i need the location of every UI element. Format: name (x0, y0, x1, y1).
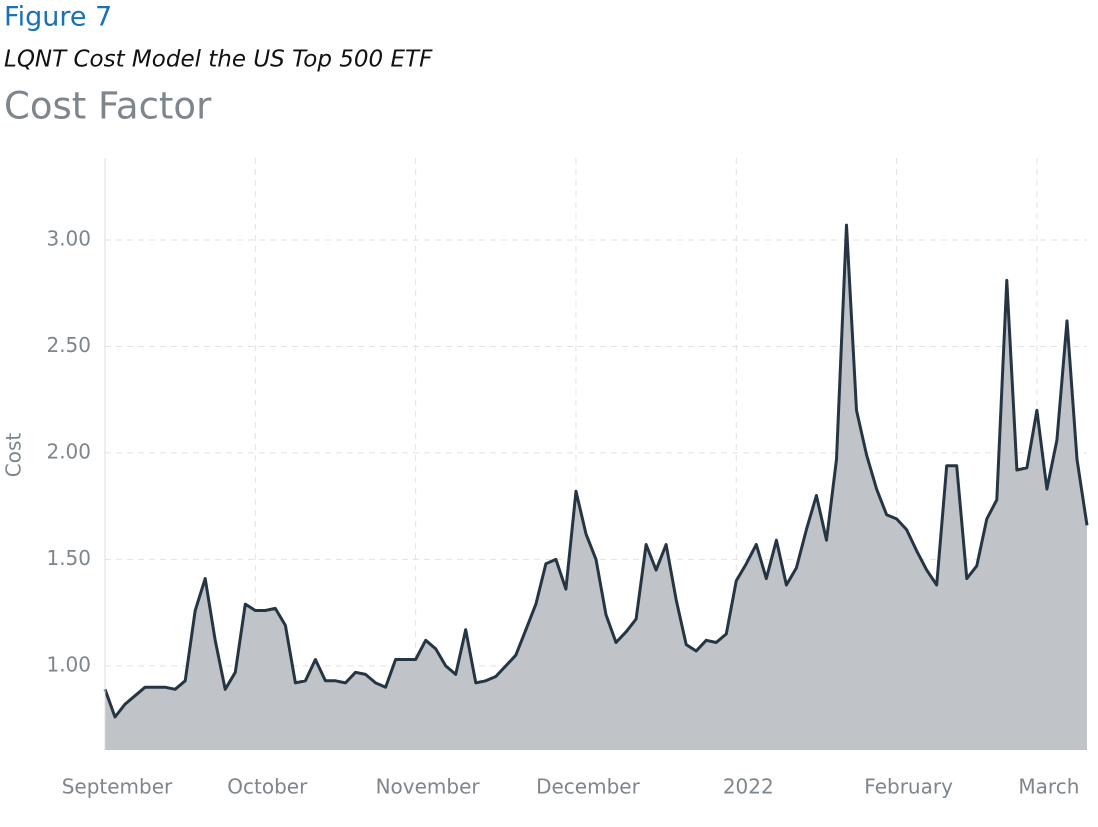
y-tick-label: 1.50 (46, 546, 91, 570)
y-tick-label: 1.00 (46, 652, 91, 676)
y-tick-label: 2.00 (46, 439, 91, 463)
x-tick-label: November (376, 775, 481, 799)
subtitle: LQNT Cost Model the US Top 500 ETF (4, 47, 433, 73)
x-tick-label: October (227, 775, 308, 799)
x-tick-label: 2022 (723, 775, 774, 799)
area (105, 225, 1087, 751)
x-tick-label: March (1018, 775, 1079, 799)
y-tick-label: 2.50 (46, 333, 91, 357)
x-tick-label: September (62, 775, 173, 799)
y-tick-label: 3.00 (46, 226, 91, 250)
x-tick-label: December (536, 775, 640, 799)
figure-label: Figure 7 (4, 2, 112, 33)
chart-title: Cost Factor (4, 85, 212, 128)
x-tick-label: February (864, 775, 953, 799)
y-axis-label: Cost (2, 433, 26, 478)
line (103, 223, 1089, 719)
